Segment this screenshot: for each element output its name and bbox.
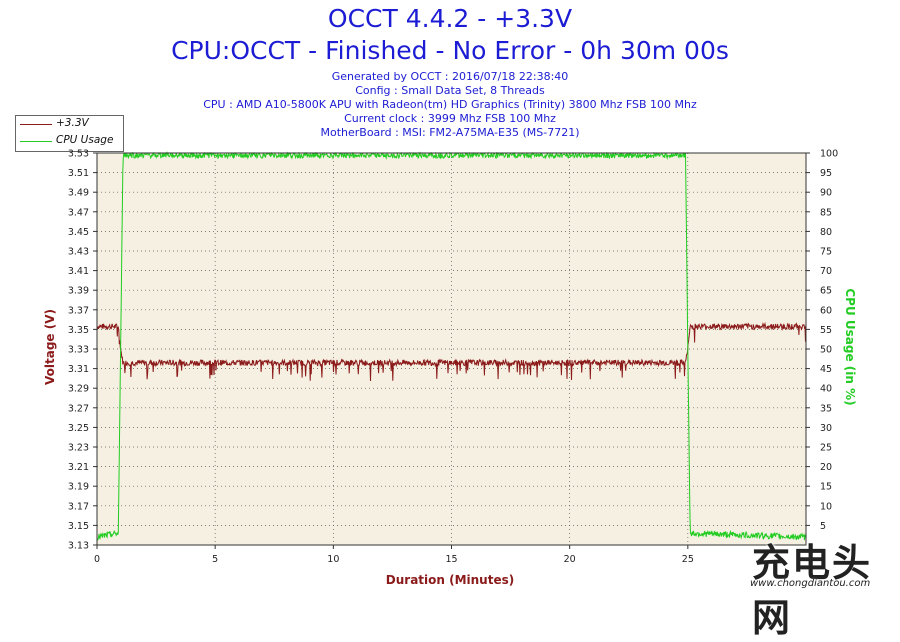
left-tick-label: 3.19 (68, 482, 89, 493)
x-tick-label: 20 (564, 554, 576, 565)
left-tick-label: 3.33 (68, 345, 89, 356)
legend-label-voltage: +3.3V (56, 117, 89, 129)
left-tick-label: 3.27 (68, 403, 89, 414)
x-tick-label: 15 (445, 554, 457, 565)
x-axis-title: Duration (Minutes) (385, 573, 515, 587)
left-tick-label: 3.23 (68, 443, 89, 454)
watermark-url: www.chongdiantou.com (750, 578, 871, 589)
left-tick-label: 3.21 (68, 462, 89, 473)
left-tick-label: 3.17 (68, 501, 89, 512)
right-tick-label: 60 (820, 305, 832, 316)
info-clock: Current clock : 3999 Mhz FSB 100 Mhz (344, 112, 556, 125)
right-tick-label: 75 (820, 247, 832, 258)
legend-swatch-voltage (20, 124, 52, 125)
right-tick-label: 40 (820, 384, 832, 395)
legend-item-cpu-usage: CPU Usage (16, 133, 123, 149)
right-tick-label: 50 (820, 345, 832, 356)
chart-svg: 3.13 3.15 3.17 3.19 3.21 3.23 3.25 3.27 3.29 3.31… (68, 149, 838, 566)
left-tick-label: 3.43 (68, 247, 89, 258)
left-tick-label: 3.31 (68, 364, 89, 375)
chart-legend: +3.3V CPU Usage (15, 115, 124, 152)
left-tick-label: 3.29 (68, 384, 89, 395)
x-tick-label: 25 (682, 554, 694, 565)
left-tick-label: 3.53 (68, 149, 89, 160)
series-layer (96, 151, 807, 541)
right-axis-ticks: 5 10 15 20 25 30 35 40 45 50 55 60 65 70 75 80 85 90 95 100 (806, 149, 838, 532)
left-tick-label: 3.49 (68, 188, 89, 199)
legend-swatch-cpu-usage (20, 141, 52, 142)
info-motherboard: MotherBoard : MSI: FM2-A75MA-E35 (MS-772… (320, 126, 580, 139)
x-tick-label: 10 (327, 554, 339, 565)
right-tick-label: 45 (820, 364, 832, 375)
watermark-logo: 充电头网 www.chongdiantou.com (746, 532, 894, 640)
right-tick-label: 20 (820, 462, 832, 473)
chart-subtitle: CPU:OCCT - Finished - No Error - 0h 30m … (171, 36, 729, 65)
chart-title: OCCT 4.4.2 - +3.3V (327, 4, 573, 33)
right-tick-label: 35 (820, 403, 832, 414)
left-tick-label: 3.35 (68, 325, 89, 336)
left-tick-label: 3.25 (68, 423, 89, 434)
right-tick-label: 55 (820, 325, 832, 336)
info-cpu: CPU : AMD A10-5800K APU with Radeon(tm) … (203, 98, 697, 111)
left-axis-ticks: 3.13 3.15 3.17 3.19 3.21 3.23 3.25 3.27 3.29 3.31… (68, 149, 97, 552)
left-tick-label: 3.51 (68, 168, 89, 179)
info-config: Config : Small Data Set, 8 Threads (355, 84, 545, 97)
legend-item-voltage: +3.3V (16, 116, 123, 132)
info-generated: Generated by OCCT : 2016/07/18 22:38:40 (331, 70, 569, 83)
left-tick-label: 3.37 (68, 305, 89, 316)
right-tick-label: 85 (820, 207, 832, 218)
series-line-cpu-usage (96, 151, 807, 541)
left-tick-label: 3.39 (68, 286, 89, 297)
right-tick-label: 90 (820, 188, 832, 199)
left-tick-label: 3.41 (68, 266, 89, 277)
right-tick-label: 30 (820, 423, 832, 434)
right-tick-label: 15 (820, 482, 832, 493)
right-tick-label: 95 (820, 168, 832, 179)
x-tick-label: 0 (94, 554, 100, 565)
right-tick-label: 25 (820, 443, 832, 454)
left-axis-title: Voltage (V) (43, 309, 57, 385)
left-tick-label: 3.15 (68, 521, 89, 532)
right-tick-label: 65 (820, 286, 832, 297)
left-tick-label: 3.47 (68, 207, 89, 218)
right-tick-label: 5 (820, 521, 826, 532)
x-axis-ticks: 0 5 10 15 20 25 (94, 545, 694, 565)
left-tick-label: 3.13 (68, 541, 89, 552)
right-axis-title: CPU Usage (in %) (843, 288, 857, 406)
left-tick-label: 3.45 (68, 227, 89, 238)
right-tick-label: 70 (820, 266, 832, 277)
right-tick-label: 100 (820, 149, 838, 160)
legend-label-cpu-usage: CPU Usage (56, 134, 114, 146)
x-tick-label: 5 (212, 554, 218, 565)
right-tick-label: 80 (820, 227, 832, 238)
right-tick-label: 10 (820, 501, 832, 512)
